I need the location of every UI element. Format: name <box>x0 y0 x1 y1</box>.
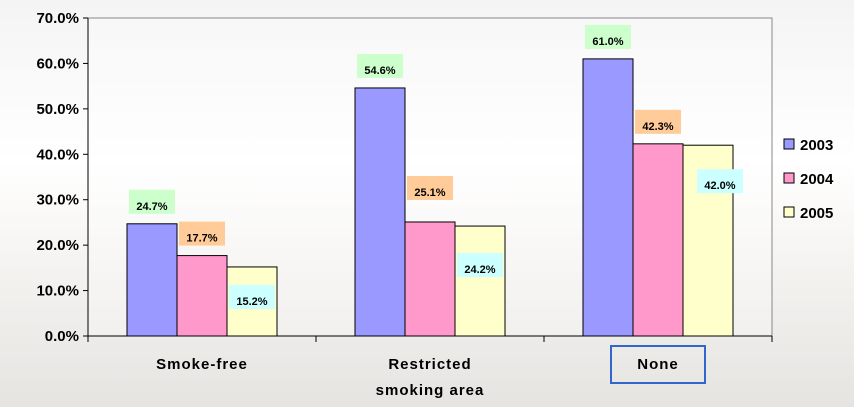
legend-label: 2004 <box>800 171 834 188</box>
data-label: 24.7% <box>136 201 167 213</box>
y-tick-label: 50.0% <box>36 101 79 118</box>
category-label: smoking area <box>376 382 485 399</box>
category-label: None <box>637 356 679 373</box>
bar <box>405 222 455 336</box>
category-label: Restricted <box>388 356 471 373</box>
data-label: 42.3% <box>642 121 673 133</box>
y-tick-label: 60.0% <box>36 55 79 72</box>
bar <box>583 59 633 336</box>
legend-label: 2005 <box>800 205 833 222</box>
y-tick-label: 70.0% <box>36 10 79 27</box>
bar <box>633 144 683 336</box>
y-tick-label: 10.0% <box>36 283 79 300</box>
data-label: 25.1% <box>414 187 445 199</box>
y-tick-label: 20.0% <box>36 237 79 254</box>
data-label: 42.0% <box>704 180 735 192</box>
legend-swatch <box>784 173 794 183</box>
data-label: 61.0% <box>592 36 623 48</box>
data-label: 24.2% <box>464 264 495 276</box>
bar <box>177 256 227 336</box>
data-label: 54.6% <box>364 65 395 77</box>
legend-label: 2003 <box>800 137 833 154</box>
category-label: Smoke-free <box>156 356 248 373</box>
data-label: 17.7% <box>186 233 217 245</box>
bar <box>355 88 405 336</box>
data-label: 15.2% <box>236 296 267 308</box>
legend-swatch <box>784 139 794 149</box>
y-tick-label: 30.0% <box>36 192 79 209</box>
y-tick-label: 0.0% <box>45 328 79 345</box>
legend-swatch <box>784 207 794 217</box>
bar <box>455 226 505 336</box>
bar <box>127 224 177 336</box>
y-tick-label: 40.0% <box>36 146 79 163</box>
